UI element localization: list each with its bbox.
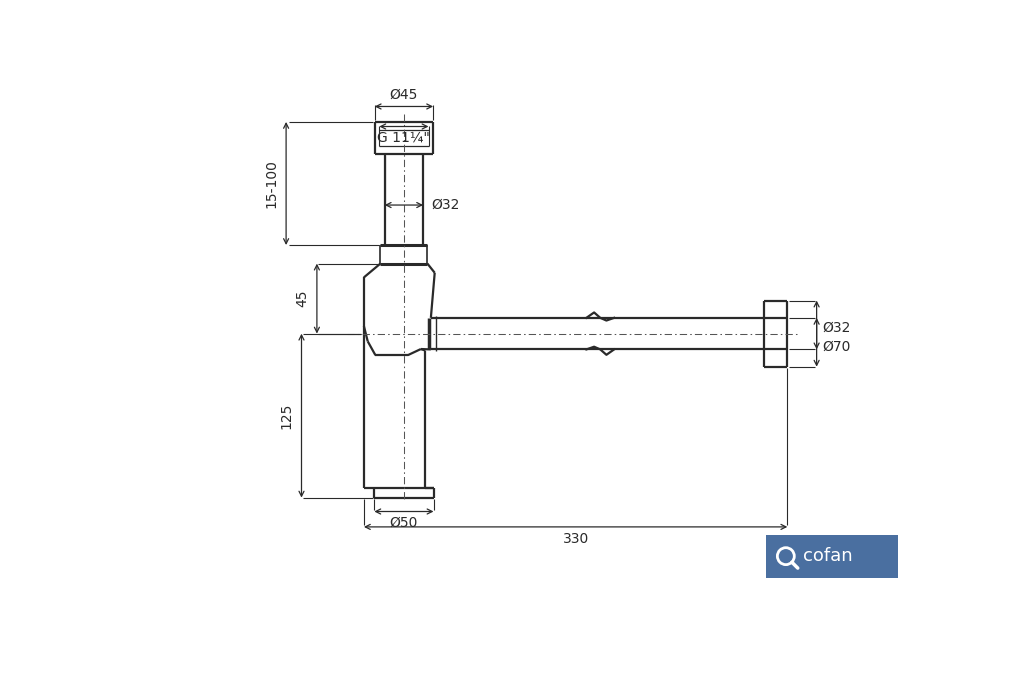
Text: Ø70: Ø70: [823, 339, 851, 353]
Text: 330: 330: [562, 531, 589, 546]
Text: G 11¼": G 11¼": [378, 131, 430, 145]
Text: 15-100: 15-100: [264, 159, 279, 208]
Text: Ø50: Ø50: [390, 516, 418, 530]
Text: 45: 45: [295, 290, 309, 308]
FancyBboxPatch shape: [766, 535, 898, 578]
Text: Ø45: Ø45: [390, 88, 418, 102]
Text: Ø32: Ø32: [431, 198, 459, 212]
Text: 125: 125: [280, 402, 294, 429]
Text: Ø32: Ø32: [823, 321, 851, 334]
Text: cofan: cofan: [803, 547, 852, 565]
